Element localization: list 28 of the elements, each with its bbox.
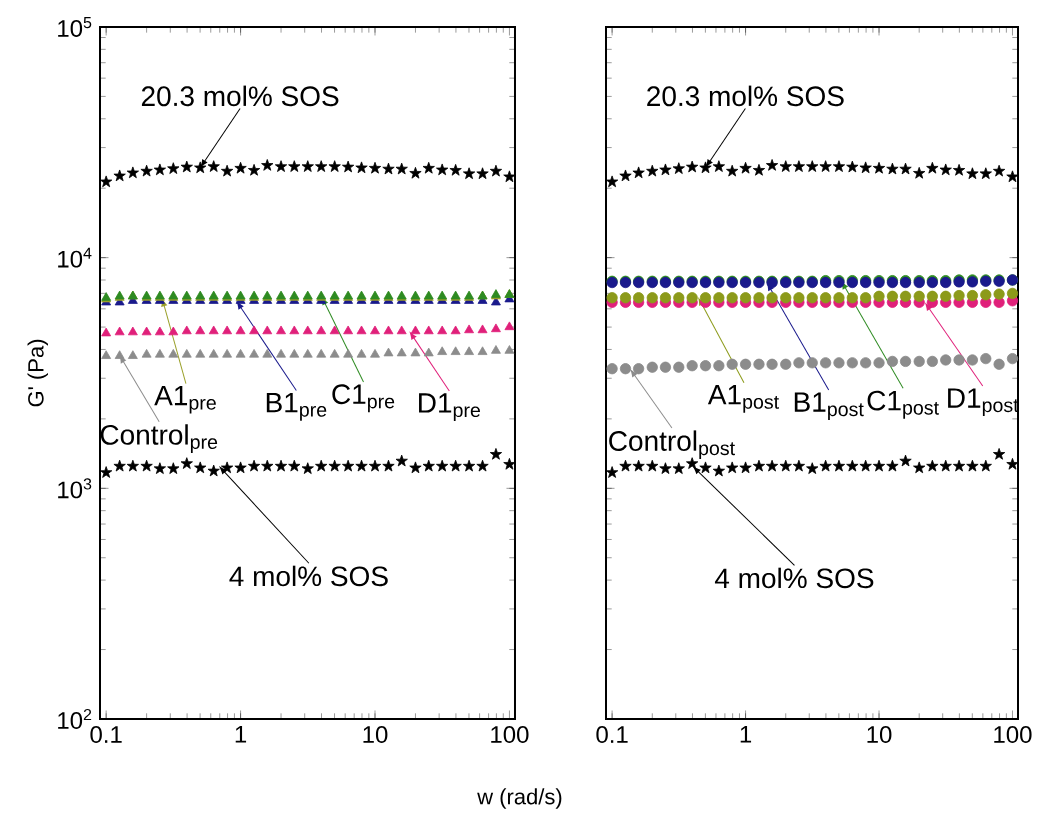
- x-tick-label: 10: [867, 726, 892, 744]
- x-tick-label: 1: [740, 726, 752, 743]
- annotation: Control$_{pre}$: [100, 424, 218, 453]
- annotation: C1$_{pre}$: [332, 384, 395, 413]
- annotation: B1$_{post}$: [794, 392, 864, 421]
- x-axis-title: w (rad/s): [477, 788, 562, 809]
- y-tick-label: 10$^{5}$: [58, 17, 92, 37]
- x-tick-label: 0.1: [90, 726, 122, 744]
- annotation: Control$_{post}$: [609, 430, 735, 460]
- x-tick-label: 100: [491, 726, 529, 744]
- annotation: A1$_{post}$: [707, 385, 779, 413]
- x-tick-label: 10: [363, 726, 388, 744]
- annotation: 20.3 mol% SOS: [647, 85, 844, 107]
- x-tick-label: 0.1: [596, 726, 628, 744]
- annotation: C1$_{post}$: [867, 390, 939, 419]
- y-axis-title: G' (Pa): [27, 339, 48, 407]
- y-tick-label: 10$^{4}$: [58, 247, 92, 268]
- x-tick-label: 100: [994, 726, 1032, 744]
- x-tick-label: 1: [235, 726, 247, 743]
- annotation: D1$_{pre}$: [419, 393, 480, 422]
- annotation: A1$_{pre}$: [154, 385, 216, 414]
- y-tick-label: 10$^{3}$: [58, 478, 92, 499]
- annotation: 4 mol% SOS: [714, 567, 874, 589]
- annotation: D1$_{post}$: [948, 388, 1019, 417]
- annotation: 20.3 mol% SOS: [141, 85, 339, 107]
- y-tick-label: 10$^{2}$: [58, 708, 92, 730]
- annotation: 4 mol% SOS: [229, 565, 388, 587]
- annotation: B1$_{pre}$: [266, 392, 327, 421]
